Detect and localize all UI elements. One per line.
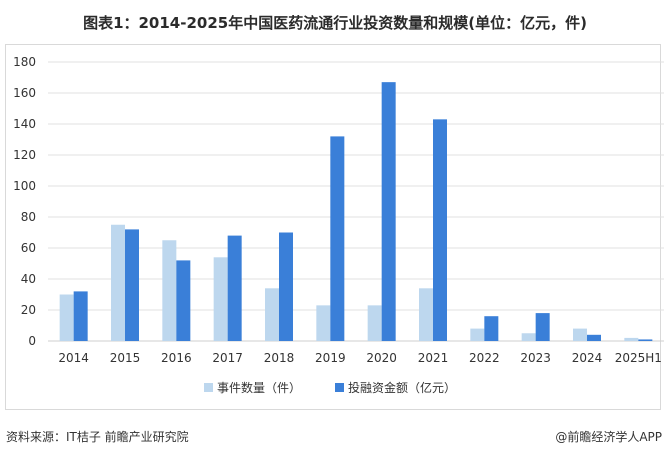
- bar-event-count: [111, 224, 125, 341]
- bar-investment-amount: [73, 291, 88, 341]
- x-tick-label: 2015: [110, 351, 141, 365]
- y-tick-label: 120: [13, 148, 36, 162]
- source-note: 资料来源：IT桔子 前瞻产业研究院: [6, 430, 189, 444]
- x-tick-label: 2019: [315, 351, 346, 365]
- bar-investment-amount: [638, 339, 653, 341]
- bar-investment-amount: [587, 334, 601, 341]
- y-axis-ticks: 0 20 40 60 80 100 120 140 160 180: [13, 55, 36, 348]
- bar-event-count: [419, 288, 433, 341]
- bar-event-count: [624, 337, 639, 341]
- x-tick-label: 2014: [58, 351, 89, 365]
- x-axis-ticks: 2014 2015 2016 2017 2018 2019 2020 2021 2022 2023…: [58, 351, 662, 365]
- y-tick-label: 20: [21, 303, 36, 317]
- bar-event-count: [470, 328, 485, 341]
- bar-event-count: [265, 288, 279, 341]
- bar-investment-amount: [381, 82, 396, 342]
- bar-investment-amount: [125, 229, 139, 341]
- gridlines: [48, 61, 664, 342]
- bar-event-count: [521, 333, 536, 341]
- bar-investment-amount: [433, 119, 447, 341]
- chart-title: 图表1：2014-2025年中国医药流通行业投资数量和规模(单位：亿元，件): [83, 14, 587, 32]
- bar-event-count: [316, 305, 331, 341]
- legend-label: 投融资金额（亿元）: [348, 380, 456, 395]
- legend: 事件数量（件） 投融资金额（亿元）: [204, 380, 456, 395]
- legend-swatch: [204, 383, 213, 392]
- y-tick-label: 100: [13, 179, 36, 193]
- y-tick-label: 160: [13, 86, 36, 100]
- legend-item-event-count: 事件数量（件）: [204, 380, 301, 395]
- bar-investment-amount: [227, 235, 242, 341]
- legend-label: 事件数量（件）: [217, 380, 301, 395]
- y-tick-label: 60: [21, 241, 36, 255]
- legend-swatch: [335, 383, 344, 392]
- x-tick-label: 2021: [418, 351, 449, 365]
- y-tick-label: 80: [21, 210, 36, 224]
- x-tick-label: 2024: [572, 351, 603, 365]
- y-tick-label: 40: [21, 272, 36, 286]
- y-tick-label: 140: [13, 117, 36, 131]
- y-tick-label: 180: [13, 55, 36, 69]
- x-tick-label: 2020: [366, 351, 397, 365]
- y-tick-label: 0: [28, 334, 36, 348]
- bar-event-count: [367, 305, 382, 341]
- legend-item-investment-amount: 投融资金额（亿元）: [335, 380, 456, 395]
- bar-investment-amount: [484, 316, 499, 341]
- bars: [59, 82, 653, 342]
- x-tick-label: 2018: [264, 351, 295, 365]
- bar-investment-amount: [279, 232, 293, 341]
- x-tick-label: 2023: [520, 351, 551, 365]
- x-tick-label: 2025H1: [615, 351, 662, 365]
- bar-event-count: [59, 294, 74, 341]
- bar-event-count: [162, 240, 177, 341]
- brand-label: @前瞻经济学人APP: [555, 430, 662, 444]
- bar-event-count: [213, 257, 228, 341]
- x-tick-label: 2022: [469, 351, 500, 365]
- bar-event-count: [573, 328, 587, 341]
- bar-investment-amount: [535, 313, 550, 341]
- x-tick-label: 2016: [161, 351, 192, 365]
- x-tick-label: 2017: [212, 351, 243, 365]
- bar-investment-amount: [330, 136, 345, 341]
- chart-frame: [5, 44, 661, 410]
- bar-investment-amount: [176, 260, 191, 341]
